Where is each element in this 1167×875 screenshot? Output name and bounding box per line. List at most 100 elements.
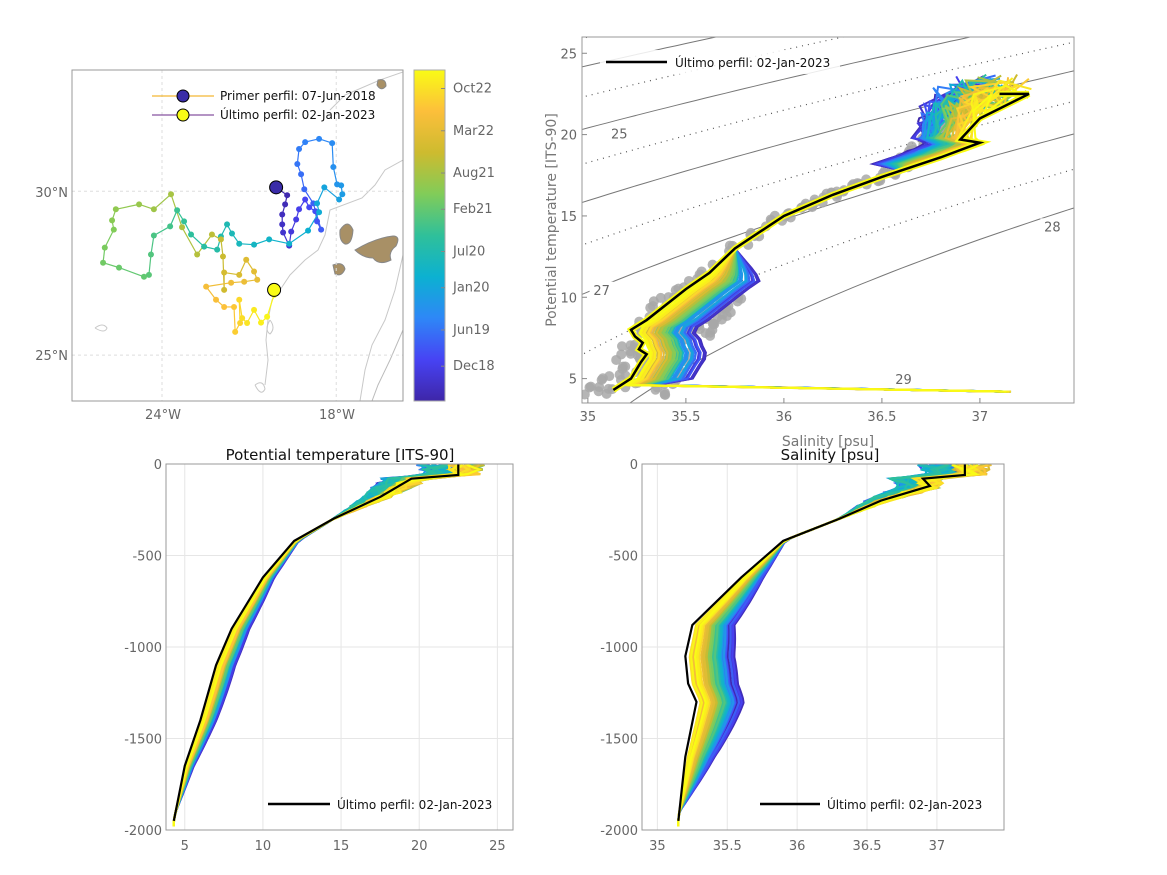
ts-legend-label: Último perfil: 02-Jan-2023 (675, 55, 830, 70)
track-point (201, 243, 208, 250)
isopycnal-label: 25 (611, 128, 628, 143)
track-segment (233, 306, 236, 332)
profile-line (172, 464, 437, 827)
track-point (314, 218, 321, 225)
track-point (217, 236, 224, 243)
track-point (302, 139, 309, 146)
y-tick-label: 0 (154, 458, 162, 473)
isopycnal-line (582, 37, 592, 39)
profile-line (172, 464, 485, 827)
profile-line (172, 464, 481, 827)
legend-label: Último perfil: 02-Jan-2023 (827, 797, 982, 812)
track-point (318, 226, 325, 233)
ts-frame (581, 36, 1075, 404)
profile-line (172, 464, 452, 827)
track-point (329, 140, 336, 147)
track-point (282, 201, 289, 208)
track-segment (206, 282, 232, 288)
track-point (286, 240, 293, 247)
last-profile-line (612, 92, 1030, 392)
profile-line (172, 464, 469, 827)
last-profile-marker (267, 282, 282, 297)
track-point (147, 251, 154, 258)
track-point (338, 182, 345, 189)
track-point (224, 221, 231, 228)
first-profile-marker (269, 180, 284, 195)
historical-point (725, 307, 736, 318)
track-point (251, 268, 258, 275)
last-profile-line (172, 464, 460, 822)
x-tick-label: 36.5 (853, 839, 882, 854)
y-tick-label: -2000 (600, 824, 638, 839)
profile-line (172, 464, 471, 827)
profile-line (172, 464, 451, 827)
profile-line (172, 464, 457, 827)
legend-marker-last (176, 108, 190, 122)
grid (166, 463, 513, 831)
track-point (305, 227, 312, 234)
isopycnal-label-bg (589, 281, 614, 298)
historical-point (620, 361, 631, 372)
y-tick-label: -1000 (124, 641, 162, 656)
track-point (296, 145, 303, 152)
y-tick-label: -1000 (600, 641, 638, 656)
profile-line (172, 464, 454, 827)
profile-line (172, 464, 472, 827)
track-point (279, 211, 286, 218)
track-point (188, 231, 195, 238)
track-point (219, 253, 226, 260)
profile-line (172, 464, 452, 827)
y-tick-label: 0 (630, 458, 638, 473)
colorbar-tick-label: Jul20 (452, 244, 485, 259)
track-segment (238, 299, 243, 319)
y-tick-label: 10 (560, 291, 577, 306)
track-point (321, 184, 328, 191)
historical-point (655, 292, 666, 303)
x-tick-label: 36 (789, 839, 806, 854)
profiles (677, 464, 992, 827)
track-point (294, 161, 301, 168)
historical-point (614, 369, 625, 380)
isopycnal-line (582, 133, 1074, 295)
track-point (110, 226, 117, 233)
profile-line (172, 464, 453, 827)
legend-label: Último perfil: 02-Jan-2023 (337, 797, 492, 812)
track-point (100, 259, 107, 266)
colorbar-tick-label: Jan20 (452, 281, 490, 296)
track-point (136, 201, 143, 208)
track-segment (153, 225, 171, 237)
x-tick-label: 37 (972, 410, 989, 425)
isopycnal-label-bg (607, 125, 632, 142)
profile-line (172, 464, 479, 827)
profile-line (172, 464, 481, 827)
track-point (280, 229, 287, 236)
profile-line (172, 464, 480, 827)
profile-line (172, 464, 455, 827)
track-point (316, 209, 323, 216)
map-ticks: 24°W 18°W 25°N 30°N (35, 186, 355, 423)
profile-line (172, 464, 445, 827)
track-point (244, 320, 251, 327)
profile-line (172, 464, 458, 827)
profile-line (172, 464, 471, 827)
track-point (306, 204, 313, 211)
track-segment (288, 230, 309, 245)
profile-line (172, 464, 469, 827)
track-point (279, 221, 286, 228)
profile-line (172, 464, 450, 827)
profile-line (172, 464, 470, 827)
historical-point (708, 318, 719, 329)
frame (641, 463, 1005, 831)
ts-ticks: 35 35.5 36 36.5 37 5 10 15 20 25 (560, 47, 988, 425)
profile-line (172, 464, 446, 827)
profile-line (172, 464, 474, 827)
y-tick-label: -500 (608, 550, 638, 565)
map-grid (72, 70, 403, 401)
x-tick-label: 15 (333, 839, 350, 854)
track-segment (323, 186, 340, 200)
profile-line (172, 464, 481, 827)
coastline (94, 71, 403, 401)
track-point (116, 264, 123, 271)
profile-line (172, 464, 451, 827)
